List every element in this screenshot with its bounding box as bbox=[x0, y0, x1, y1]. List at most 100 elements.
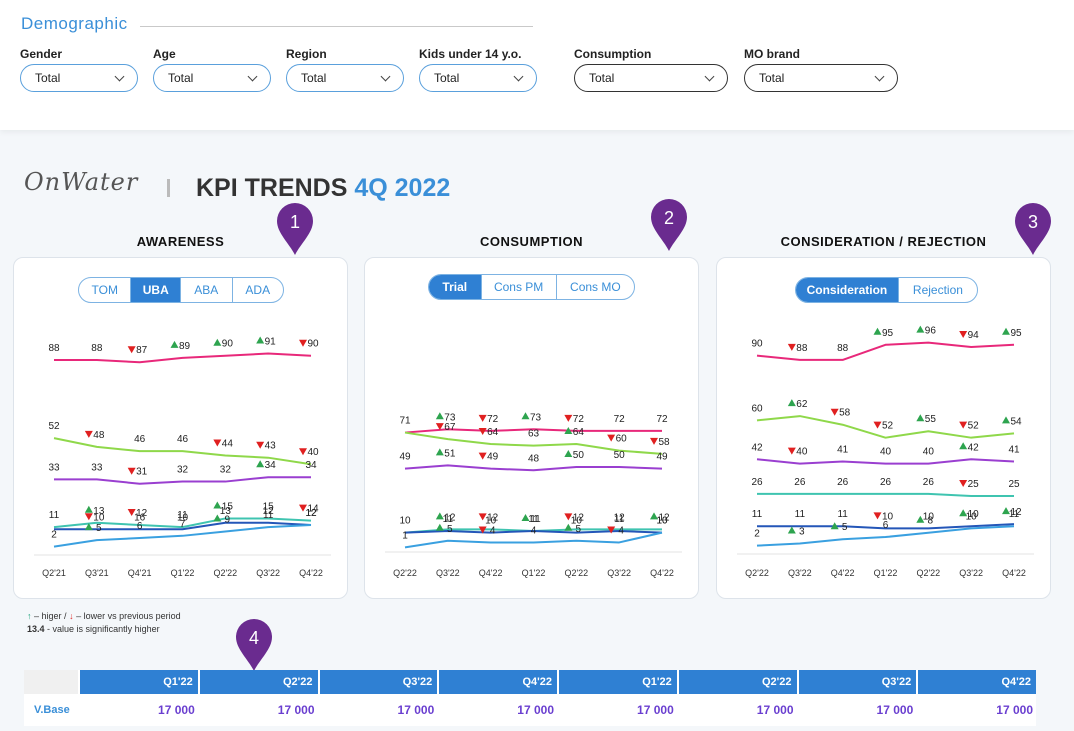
data-label: 87 bbox=[136, 345, 148, 356]
data-label: 95 bbox=[882, 328, 894, 339]
marker-pin-2: 2 bbox=[651, 199, 687, 251]
tab-rejection[interactable]: Rejection bbox=[912, 283, 963, 297]
data-label: 26 bbox=[880, 477, 892, 488]
data-label: 95 bbox=[1010, 328, 1022, 339]
data-label: 15 bbox=[222, 501, 234, 512]
data-label: 41 bbox=[837, 444, 849, 455]
x-tick-label: Q3'22 bbox=[256, 568, 280, 578]
select-value: Total bbox=[434, 71, 460, 85]
title-divider bbox=[140, 26, 533, 27]
data-label: 72 bbox=[614, 414, 626, 425]
tab-consideration[interactable]: Consideration bbox=[796, 278, 899, 302]
x-tick-label: Q3'22 bbox=[788, 568, 812, 578]
x-tick-label: Q1'22 bbox=[874, 568, 898, 578]
data-label: 40 bbox=[307, 447, 319, 458]
data-label: 10 bbox=[571, 516, 583, 527]
data-label: 12 bbox=[614, 512, 626, 523]
mo-brand-select[interactable]: Total bbox=[744, 64, 898, 92]
data-label: 13 bbox=[93, 506, 105, 517]
data-label: 89 bbox=[179, 341, 191, 352]
x-tick-label: Q1'22 bbox=[171, 568, 195, 578]
filter-label: MO brand bbox=[744, 47, 800, 61]
data-label: 64 bbox=[487, 427, 499, 438]
page-title: KPI TRENDS 4Q 2022 bbox=[196, 174, 450, 203]
section-title-consideration: CONSIDERATION / REJECTION bbox=[780, 234, 987, 249]
data-label: 26 bbox=[923, 477, 935, 488]
data-label: 7 bbox=[180, 519, 186, 530]
data-label: 34 bbox=[305, 460, 317, 471]
data-label: 72 bbox=[487, 414, 499, 425]
data-label: 12 bbox=[1010, 507, 1022, 518]
down-triangle-icon bbox=[959, 330, 968, 338]
data-label: 33 bbox=[48, 462, 60, 473]
consumption-select[interactable]: Total bbox=[574, 64, 728, 92]
series-line bbox=[757, 523, 1015, 530]
region-select[interactable]: Total bbox=[286, 64, 404, 92]
tab-aba[interactable]: ABA bbox=[181, 278, 233, 302]
up-triangle-icon bbox=[873, 327, 882, 335]
data-label: 12 bbox=[573, 512, 585, 523]
data-label: 43 bbox=[265, 441, 277, 452]
down-triangle-icon bbox=[650, 437, 658, 445]
data-label: 12 bbox=[305, 508, 317, 519]
data-label: 12 bbox=[444, 512, 456, 523]
data-label: 12 bbox=[136, 508, 148, 519]
chevron-down-icon bbox=[704, 71, 715, 81]
filter-label: Age bbox=[153, 47, 176, 61]
tab-ada[interactable]: ADA bbox=[245, 283, 271, 297]
data-label: 49 bbox=[399, 452, 411, 463]
data-label: 11 bbox=[443, 514, 454, 525]
tab-cons-mo[interactable]: Cons MO bbox=[570, 280, 621, 294]
table-cell: 17 000 bbox=[397, 703, 435, 717]
series-line bbox=[404, 531, 663, 549]
data-label: 40 bbox=[923, 447, 935, 458]
legend-up-text: – higer / bbox=[34, 611, 67, 621]
down-triangle-icon bbox=[959, 480, 968, 487]
brand-logo: OnWater bbox=[24, 168, 139, 196]
table-row-label: V.Base bbox=[34, 704, 70, 716]
kids-select[interactable]: Total bbox=[419, 64, 537, 92]
data-label: 72 bbox=[573, 414, 585, 425]
legend-sig-value: 13.4 bbox=[27, 624, 45, 634]
select-value: Total bbox=[589, 71, 615, 85]
down-triangle-icon bbox=[256, 441, 265, 449]
table-header-cell: Q4'22 bbox=[916, 670, 1036, 694]
data-label: 60 bbox=[751, 403, 763, 414]
tab-uba[interactable]: UBA bbox=[131, 278, 181, 302]
table-row: V.Base 17 000 17 000 17 000 17 000 17 00… bbox=[24, 694, 1036, 726]
data-label: 16 bbox=[134, 512, 146, 523]
data-label: 10 bbox=[882, 511, 894, 522]
data-label: 34 bbox=[265, 460, 277, 471]
series-line bbox=[404, 431, 663, 455]
tab-tom[interactable]: TOM bbox=[79, 278, 132, 302]
data-label: 10 bbox=[93, 512, 105, 523]
data-label: 90 bbox=[222, 339, 234, 350]
data-label: 10 bbox=[399, 516, 411, 527]
x-tick-label: Q4'22 bbox=[299, 568, 323, 578]
up-triangle-icon bbox=[787, 399, 796, 407]
series-line bbox=[53, 523, 312, 548]
up-triangle-icon bbox=[830, 522, 839, 530]
gender-select[interactable]: Total bbox=[20, 64, 138, 92]
legend-down-text: – lower vs previous period bbox=[76, 611, 181, 621]
data-label: 10 bbox=[656, 516, 668, 527]
data-label: 25 bbox=[968, 479, 980, 490]
series-line bbox=[53, 517, 312, 529]
select-value: Total bbox=[301, 71, 327, 85]
age-select[interactable]: Total bbox=[153, 64, 271, 92]
series-line bbox=[404, 529, 663, 534]
down-triangle-icon bbox=[787, 343, 796, 351]
data-label: 48 bbox=[528, 453, 540, 464]
marker-label: 1 bbox=[290, 212, 300, 232]
series-line bbox=[54, 352, 312, 364]
tab-trial[interactable]: Trial bbox=[429, 275, 482, 299]
down-triangle-icon bbox=[607, 434, 616, 442]
tab-cons-pm[interactable]: Cons PM bbox=[482, 275, 557, 299]
filter-region: Region Total bbox=[286, 47, 404, 92]
series-line bbox=[756, 415, 1015, 439]
series-line bbox=[54, 521, 312, 531]
up-triangle-icon bbox=[256, 336, 265, 344]
data-label: 50 bbox=[573, 450, 585, 461]
data-label: 96 bbox=[925, 326, 937, 337]
data-label: 94 bbox=[968, 330, 980, 341]
